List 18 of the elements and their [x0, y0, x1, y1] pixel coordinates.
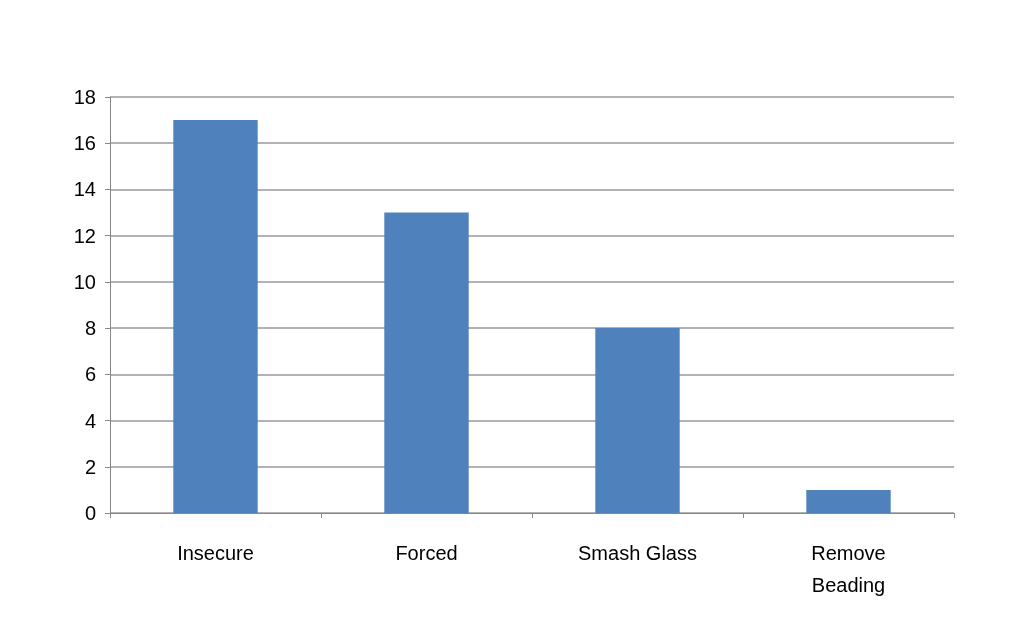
- y-tick-label: 18: [73, 86, 96, 108]
- bar: [595, 328, 680, 513]
- y-tick-label: 6: [84, 363, 96, 386]
- y-tick-label: 10: [73, 270, 96, 293]
- y-tick-label: 2: [84, 455, 96, 478]
- bar: [806, 489, 891, 513]
- bar: [173, 120, 258, 513]
- y-tick-label: 0: [84, 502, 96, 524]
- x-tick-label: Insecure: [177, 542, 254, 564]
- y-tick-label: 12: [73, 224, 96, 247]
- y-tick-label: 16: [73, 132, 96, 155]
- x-tick-label: Remove Beading: [811, 542, 886, 596]
- x-tick-label: Forced: [395, 542, 458, 564]
- y-tick-label: 14: [73, 178, 96, 201]
- y-tick-label: 8: [84, 317, 96, 340]
- x-tick-label: Smash Glass: [578, 542, 697, 564]
- bar: [384, 212, 469, 513]
- y-tick-label: 4: [84, 409, 96, 432]
